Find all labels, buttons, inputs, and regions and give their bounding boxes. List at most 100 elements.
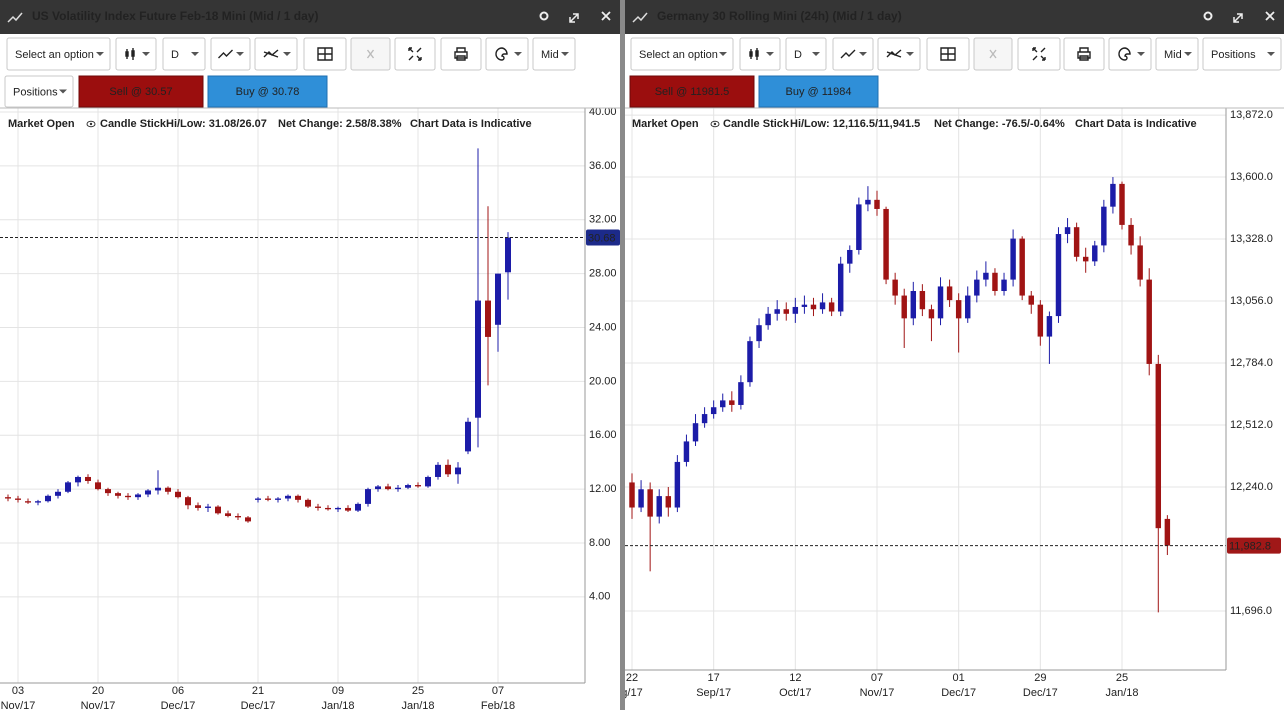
candle-body (25, 501, 31, 503)
candle-body (874, 199, 880, 209)
line-button[interactable] (210, 37, 251, 71)
select-button[interactable] (6, 37, 111, 71)
candle-body (185, 497, 191, 506)
chart-icon (7, 12, 23, 23)
candle-body (665, 496, 672, 508)
candle-button[interactable] (115, 37, 157, 71)
candle-body (505, 237, 511, 273)
candle-body (1110, 183, 1116, 207)
candle-body (756, 325, 762, 342)
dropdown-arrow (1267, 52, 1275, 56)
hi-low: Hi/Low: 12,116.5/11,941.5 (790, 118, 920, 130)
candle-body (828, 302, 835, 312)
dropdown-arrow (514, 52, 522, 56)
candle-body (1019, 238, 1025, 296)
buy-button[interactable] (758, 75, 879, 108)
candle-body (910, 291, 917, 319)
candle-body (901, 295, 907, 319)
compare-button[interactable] (877, 37, 921, 71)
palette-icon (495, 47, 508, 61)
x-tick-label: 12 (789, 672, 801, 684)
header-bar (0, 0, 620, 34)
candle-body (1001, 279, 1007, 292)
compare-button[interactable] (254, 37, 298, 71)
candle-icon (749, 48, 759, 60)
price-button[interactable] (532, 37, 576, 71)
x-tick-label: 22 (626, 672, 638, 684)
candle-body (125, 495, 131, 498)
buy-label: Buy @ 11984 (785, 86, 851, 98)
positions-button[interactable] (1202, 37, 1282, 71)
buy-button[interactable] (207, 75, 328, 108)
settings-icon[interactable] (539, 11, 549, 21)
print-button[interactable] (440, 37, 482, 71)
palette-icon (1118, 47, 1131, 61)
candle-body (937, 286, 944, 319)
interval-label: D (794, 49, 802, 61)
interval-label: D (171, 49, 179, 61)
chart-style: Candle Stick (723, 118, 790, 130)
candle-body (883, 208, 889, 280)
candle-body (485, 300, 491, 337)
candle-body (145, 490, 151, 495)
line-icon (218, 49, 233, 59)
hi-low: Hi/Low: 31.08/26.07 (166, 118, 267, 130)
y-tick-label: 24.00 (589, 321, 617, 333)
candle-button[interactable] (739, 37, 781, 71)
dropdown-arrow (561, 52, 569, 56)
candle-body (475, 300, 481, 418)
disclaimer: Chart Data is Indicative (410, 118, 532, 130)
candle-body (85, 476, 91, 482)
candle-icon (125, 48, 135, 60)
net-change: Net Change: -76.5/-0.64% (934, 118, 1065, 130)
candle-body (919, 291, 926, 310)
last-price-tag (586, 229, 620, 246)
candle-body (1073, 227, 1080, 257)
candle-body (425, 476, 431, 487)
plot (625, 108, 1226, 670)
candle-body (928, 309, 935, 319)
x-tick-label: 20 (92, 685, 104, 697)
select-label: Select an option (15, 49, 94, 61)
sell-button[interactable] (78, 75, 204, 108)
interval-button[interactable] (785, 37, 827, 71)
settings-icon[interactable] (1203, 11, 1213, 21)
print-button[interactable] (1063, 37, 1105, 71)
y-tick-label: 12.00 (589, 483, 617, 495)
candle-body (35, 501, 41, 503)
select-button[interactable] (630, 37, 734, 71)
expand-icon[interactable] (1233, 13, 1243, 23)
close-icon[interactable] (601, 11, 611, 21)
expand-icon[interactable] (569, 13, 579, 23)
candle-body (305, 499, 311, 507)
candle-body (45, 495, 51, 502)
interval-button[interactable] (162, 37, 206, 71)
candle-body (325, 507, 331, 510)
candle-body (847, 249, 853, 264)
y-tick-label: 4.00 (589, 591, 610, 603)
candle-body (710, 407, 717, 415)
x-tick-sublabel: Nov/17 (81, 700, 116, 710)
candle-body (1037, 304, 1044, 337)
dropdown-arrow (859, 52, 867, 56)
candle-body (65, 482, 71, 492)
close-icon[interactable] (1265, 11, 1275, 21)
expand-button[interactable] (1017, 37, 1061, 71)
net-change: Net Change: 2.58/8.38% (278, 118, 402, 130)
price-button[interactable] (1155, 37, 1199, 71)
candle-body (275, 498, 281, 500)
candle-body (1010, 238, 1016, 280)
sell-button[interactable] (629, 75, 755, 108)
candle-body (195, 505, 201, 508)
positions-button[interactable] (4, 75, 74, 108)
market-status: Market Open (632, 118, 699, 130)
x-tick-sublabel: Dec/17 (941, 687, 976, 699)
expand-button[interactable] (394, 37, 436, 71)
line-icon (840, 49, 856, 59)
line-button[interactable] (832, 37, 874, 71)
candle-body (974, 279, 980, 296)
candle-body (215, 506, 221, 514)
candle-body (674, 461, 681, 508)
